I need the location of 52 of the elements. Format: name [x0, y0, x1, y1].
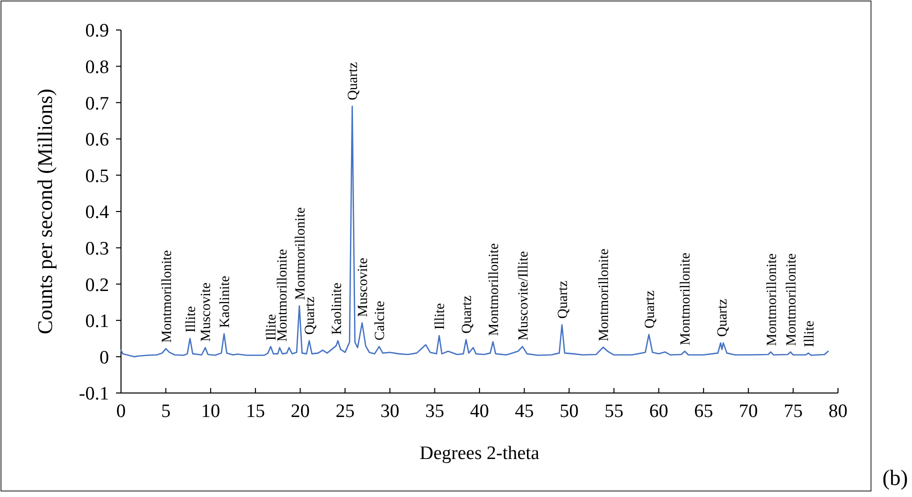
y-tick-label: 0.6	[85, 130, 109, 151]
annotation: Montmorillonite	[784, 253, 800, 346]
annotation: Kaolinite	[218, 276, 234, 328]
y-tick-label: -0.1	[78, 384, 109, 405]
x-tick-label: 25	[336, 401, 355, 422]
y-tick-label: 0.9	[85, 20, 109, 42]
line-series	[120, 106, 829, 358]
x-tick-label: 60	[649, 401, 668, 422]
text: (b)	[882, 465, 908, 490]
x-tick-label: 40	[470, 401, 489, 422]
y-tick-label: 0.3	[85, 238, 109, 260]
x-tick-label: 55	[604, 401, 624, 422]
x-tick-label: 45	[514, 401, 534, 422]
annotation: Illite	[802, 320, 818, 348]
annotation: Quartz	[346, 62, 362, 100]
annotation: Quartz	[715, 298, 730, 337]
x-tick-label: 70	[738, 401, 758, 422]
annotation: Muscovite	[356, 258, 372, 317]
annotation: Kaolinite	[330, 282, 346, 335]
annotation: Montmorillonite	[678, 252, 694, 346]
x-tick-label: 0	[116, 401, 126, 422]
x-tick-label: 80	[828, 401, 848, 422]
x-tick-label: 20	[290, 401, 310, 422]
x-tick-label: 15	[246, 401, 265, 422]
y-tick-label: 0.8	[85, 56, 109, 78]
annotation: Montmorillonite	[597, 248, 612, 342]
y-tick-label: 0.7	[85, 93, 109, 114]
annotation: Montmorillonite	[160, 250, 175, 343]
y-tick-label: 0	[100, 347, 109, 368]
x-tick-label: 75	[784, 401, 803, 422]
y-tick-label: 0.5	[85, 166, 109, 187]
x-tick-label: 10	[201, 401, 220, 422]
y-tick-label: 0.2	[85, 274, 109, 296]
annotation: Calcite	[373, 300, 388, 341]
x-tick-label: 50	[560, 401, 579, 422]
x-tick-label: 5	[161, 401, 171, 422]
annotation: Montmorillonite	[486, 243, 502, 336]
y-axis-title: Counts per second (Millions)	[33, 88, 57, 334]
annotation: Montmorillonite	[764, 253, 780, 346]
x-tick-label: 30	[380, 401, 400, 422]
annotation: Illite	[433, 303, 448, 330]
annotation: Quartz	[642, 290, 658, 329]
annotation: Quartz	[460, 296, 476, 334]
annotation: Muscovite	[199, 282, 214, 342]
annotation: Muscovite/Illite	[516, 251, 532, 341]
x-tick-label: 35	[425, 401, 444, 422]
x-axis-title: Degrees 2-theta	[420, 443, 540, 464]
y-tick-label: 0.4	[85, 202, 110, 224]
annotation: Quartz	[556, 280, 571, 319]
x-tick-label: 65	[694, 401, 714, 422]
y-tick-label: 0.1	[85, 311, 109, 332]
annotation: Illite	[184, 306, 200, 333]
